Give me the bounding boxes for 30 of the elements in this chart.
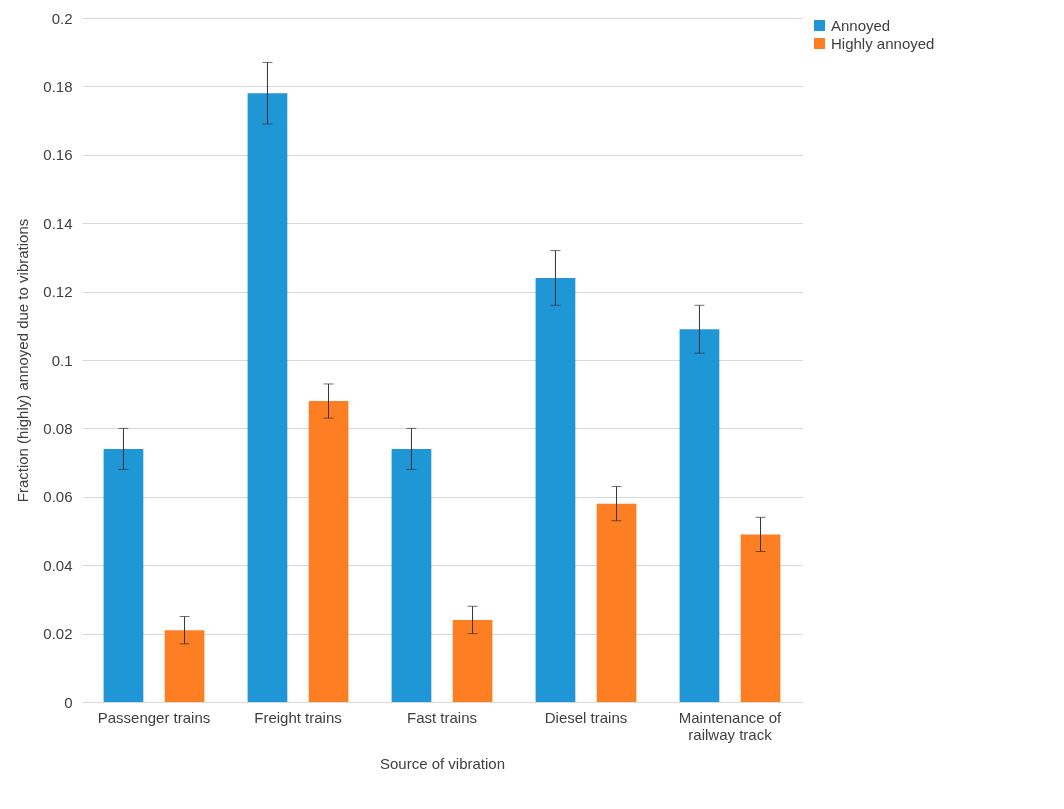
bar	[452, 619, 493, 702]
bar	[535, 277, 576, 702]
y-tick-label: 0.14	[43, 214, 73, 232]
x-tick-label: Freight trains	[254, 708, 342, 726]
y-tick-label: 0.2	[51, 9, 73, 27]
y-tick-label: 0	[64, 693, 73, 711]
y-tick-label: 0.02	[43, 625, 73, 643]
y-tick-label: 0.08	[43, 419, 73, 437]
y-tick-label: 0.12	[43, 283, 73, 301]
y-tick-label: 0.16	[43, 146, 73, 164]
bar	[103, 448, 144, 702]
legend-label: Highly annoyed	[831, 34, 935, 52]
y-tick-label: 0.18	[43, 77, 73, 95]
x-tick-label: Passenger trains	[97, 708, 211, 726]
bar	[391, 448, 432, 702]
y-tick-label: 0.06	[43, 488, 73, 506]
y-tick-label: 0.1	[51, 351, 73, 369]
bar	[164, 630, 205, 702]
x-tick-label: Diesel trains	[544, 708, 628, 726]
x-axis-title: Source of vibration	[379, 754, 506, 772]
bar	[308, 401, 349, 702]
bar	[679, 329, 720, 702]
bar	[740, 534, 781, 702]
x-tick-label: Fast trains	[406, 708, 478, 726]
bar	[247, 93, 288, 702]
y-axis-title: Fraction (highly) annoyed due to vibrations	[14, 218, 32, 503]
x-tick-label: Maintenance of railway track	[678, 708, 783, 743]
y-tick-label: 0.04	[43, 556, 73, 574]
legend-label: Annoyed	[831, 16, 891, 34]
bar	[596, 503, 637, 702]
